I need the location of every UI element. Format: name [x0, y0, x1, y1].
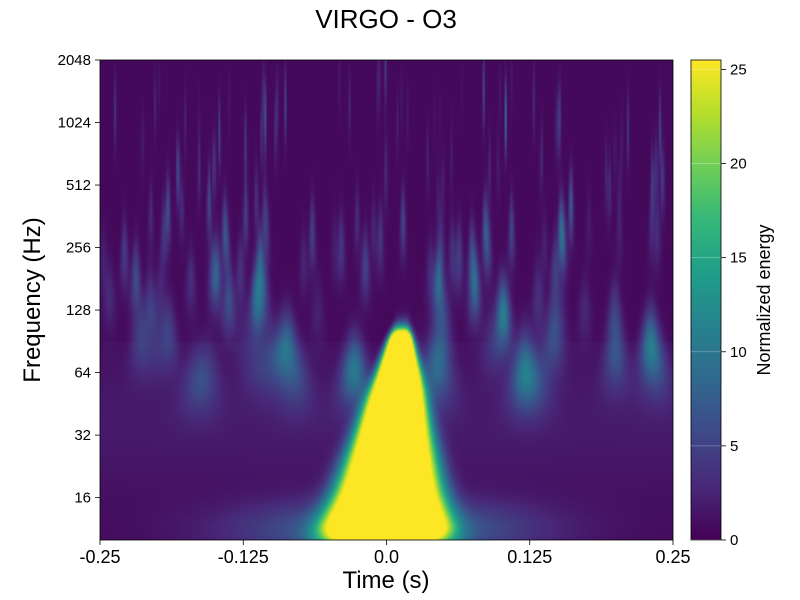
x-tick-label: -0.25 [79, 547, 120, 567]
colorbar-label: Normalized energy [754, 224, 774, 375]
x-tick-label: 0.125 [507, 547, 552, 567]
colorbar-tick-label: 25 [730, 61, 747, 78]
x-tick-label: 0.25 [655, 547, 690, 567]
y-tick-label: 128 [66, 302, 91, 319]
y-tick-label: 256 [66, 240, 91, 257]
x-tick-label: -0.125 [218, 547, 269, 567]
colorbar-ticks: 0 5 10 15 20 25 [691, 61, 747, 549]
x-axis-label: Time (s) [342, 567, 429, 594]
y-tick-label: 1024 [58, 115, 91, 132]
colorbar-gradient [690, 59, 722, 541]
colorbar-tick-label: 20 [730, 156, 747, 173]
plot-area [99, 59, 674, 541]
colorbar-tick-label: 10 [730, 344, 747, 361]
y-tick-label: 16 [74, 490, 91, 507]
y-tick-label: 512 [66, 177, 91, 194]
y-tick-label: 64 [74, 365, 91, 382]
heatmap-image [100, 60, 673, 540]
colorbar-tick-label: 5 [730, 438, 738, 455]
y-tick-label: 2048 [58, 52, 91, 69]
x-tick-label: 0.0 [374, 547, 399, 567]
y-axis-label: Frequency (Hz) [19, 217, 46, 382]
colorbar-tick-label: 15 [730, 250, 747, 267]
chart-title: VIRGO - O3 [315, 4, 457, 34]
y-tick-label: 32 [74, 427, 91, 444]
y-axis: 16 32 64 128 256 512 1024 2048 [58, 52, 100, 507]
colorbar-tick-label: 0 [730, 532, 738, 549]
colorbar: 0 5 10 15 20 25 Normalized energy [690, 59, 774, 549]
x-axis: -0.25 -0.125 0.0 0.125 0.25 [79, 540, 691, 567]
